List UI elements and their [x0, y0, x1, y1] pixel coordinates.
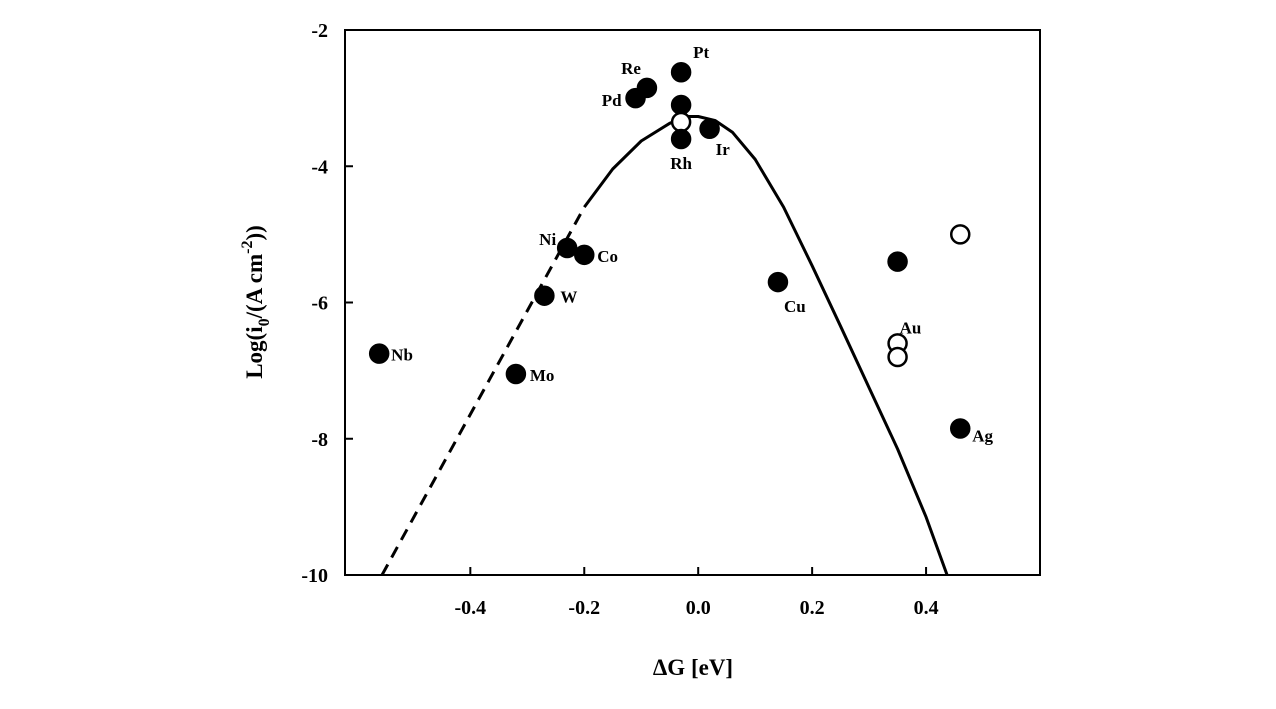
data-point-open	[887, 346, 908, 368]
data-point-open	[670, 111, 692, 133]
y-tick-label: -6	[311, 293, 328, 315]
point-label-rh: Rh	[670, 154, 692, 173]
dashed-fit-curve	[380, 206, 586, 576]
data-point-filled	[556, 237, 578, 259]
y-axis-title: Log(i0/(A cm-2))	[239, 225, 273, 379]
x-tick-label: -0.4	[454, 597, 486, 619]
data-points	[368, 61, 971, 439]
x-axis-title: ΔG [eV]	[653, 655, 733, 680]
y-axis: -2 -4 -6 -8 -10	[301, 20, 353, 587]
data-point-filled	[670, 61, 692, 83]
data-point-filled	[767, 271, 789, 293]
data-point-filled	[887, 251, 908, 272]
y-tick-label: -10	[301, 565, 328, 587]
point-label-re: Re	[621, 59, 641, 78]
point-label-pt: Pt	[693, 43, 709, 62]
data-point-filled	[534, 285, 555, 306]
x-axis: -0.4 -0.2 0.0 0.2 0.4	[454, 567, 939, 619]
y-tick-label: -4	[311, 156, 328, 178]
plot-frame	[344, 29, 1041, 576]
data-point-filled	[505, 363, 527, 385]
point-label-nb: Nb	[391, 346, 413, 365]
point-label-au: Au	[900, 318, 922, 337]
point-label-ir: Ir	[716, 140, 731, 159]
data-point-open	[949, 224, 971, 245]
point-label-ag: Ag	[972, 427, 993, 446]
y-tick-label: -2	[311, 20, 328, 42]
point-label-mo: Mo	[530, 366, 555, 385]
data-point-filled	[636, 77, 658, 99]
data-point-filled	[670, 94, 692, 116]
y-tick-label: -8	[311, 429, 328, 451]
x-tick-label: 0.2	[800, 597, 825, 619]
point-label-cu: Cu	[784, 297, 806, 316]
data-point-filled	[699, 118, 720, 140]
point-label-ni: Ni	[539, 230, 556, 249]
data-point-filled	[368, 343, 390, 364]
point-label-co: Co	[597, 247, 618, 266]
x-tick-label: 0.0	[686, 597, 711, 619]
data-point-filled	[949, 418, 971, 439]
x-tick-label: 0.4	[914, 597, 939, 619]
data-point-filled	[670, 128, 692, 150]
volcano-curves	[380, 115, 949, 576]
point-label-pd: Pd	[602, 91, 622, 110]
point-label-w: W	[560, 288, 577, 307]
point-labels: Nb Mo W Ni Co Pd Re Pt Rh Ir Cu Au Ag	[391, 43, 993, 445]
x-tick-label: -0.2	[568, 597, 600, 619]
data-point-filled	[574, 244, 595, 266]
solid-fit-curve	[583, 115, 949, 576]
